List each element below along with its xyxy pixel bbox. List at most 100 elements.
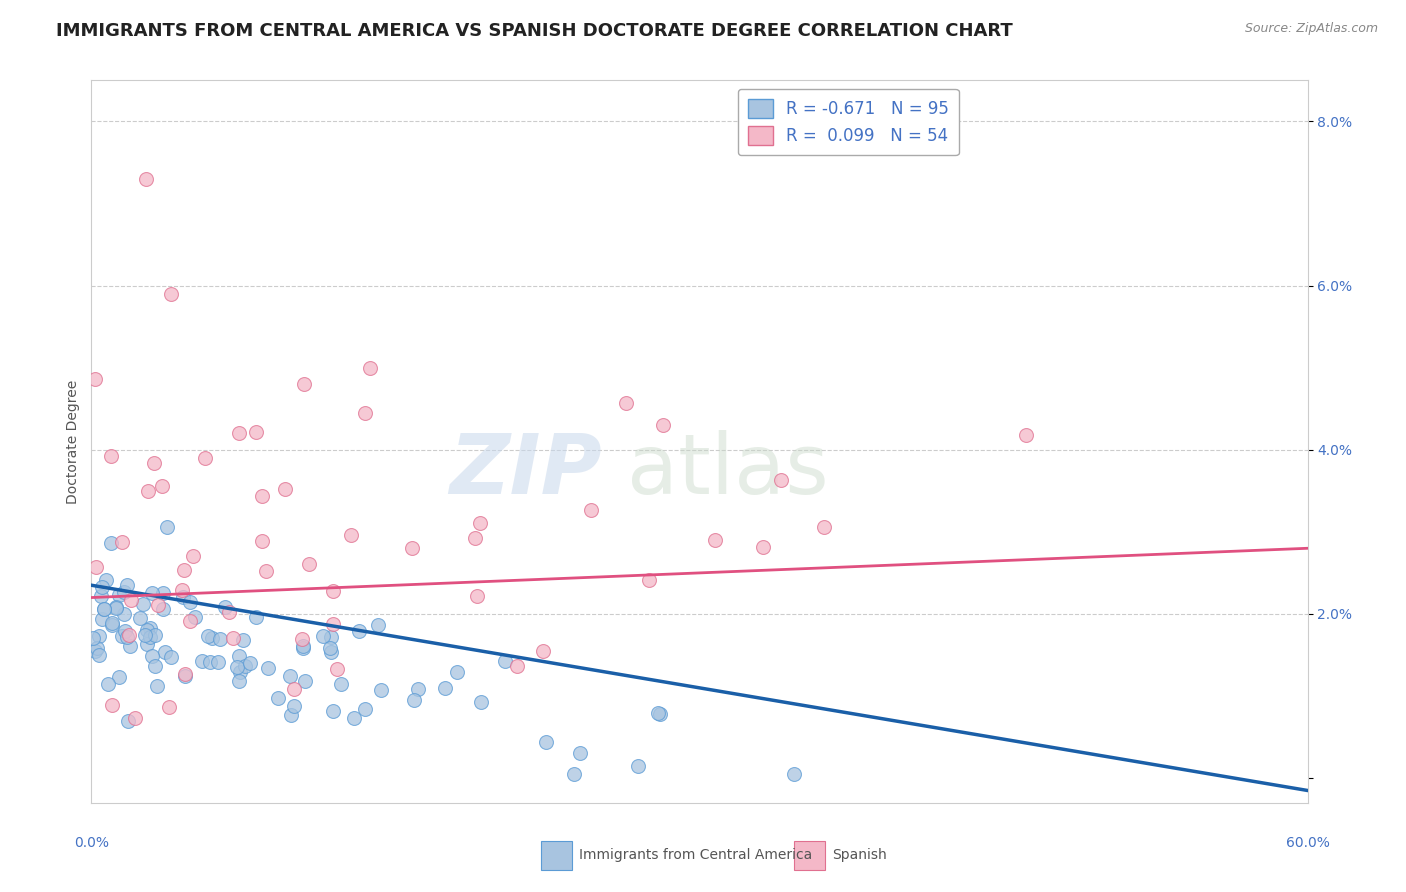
Point [531, 644, 554, 658]
Legend: R = -0.671   N = 95, R =  0.099   N = 54: R = -0.671 N = 95, R = 0.099 N = 54 [738, 88, 959, 155]
Text: Source: ZipAtlas.com: Source: ZipAtlas.com [1244, 22, 1378, 36]
Point [200, 656, 222, 670]
Point [111, 629, 134, 643]
Point [228, 649, 250, 664]
Point [322, 617, 344, 632]
Point [232, 632, 254, 647]
Point [160, 286, 183, 301]
Point [117, 714, 139, 728]
Point [256, 661, 278, 675]
Point [1015, 428, 1038, 442]
Point [174, 669, 197, 683]
Point [322, 705, 344, 719]
Point [354, 406, 377, 420]
Point [506, 659, 529, 673]
Point [172, 590, 194, 604]
Point [152, 602, 174, 616]
Point [752, 541, 775, 555]
Point [139, 630, 162, 644]
Point [401, 541, 423, 556]
Point [226, 660, 249, 674]
Point [568, 747, 591, 761]
Point [233, 658, 256, 673]
Point [101, 698, 124, 712]
Point [468, 516, 491, 530]
Point [207, 655, 229, 669]
Point [367, 617, 389, 632]
Point [340, 528, 363, 542]
Point [769, 473, 792, 487]
Point [87, 648, 110, 663]
Text: atlas: atlas [627, 430, 828, 511]
Point [83, 371, 105, 385]
Point [136, 623, 159, 637]
Point [434, 681, 457, 695]
Point [120, 592, 142, 607]
Point [136, 637, 159, 651]
Point [470, 696, 492, 710]
Point [83, 644, 105, 658]
Point [813, 520, 835, 534]
Point [184, 609, 207, 624]
Point [100, 536, 122, 550]
Point [214, 599, 236, 614]
Point [245, 609, 267, 624]
Point [87, 629, 110, 643]
Point [112, 585, 135, 599]
Point [292, 377, 315, 392]
Point [283, 698, 305, 713]
Point [267, 690, 290, 705]
Point [280, 707, 302, 722]
Point [93, 602, 115, 616]
Point [298, 557, 321, 571]
Point [170, 582, 193, 597]
Point [402, 693, 425, 707]
Point [141, 648, 163, 663]
Point [228, 426, 250, 441]
Point [312, 629, 335, 643]
Point [91, 612, 114, 626]
Point [157, 700, 180, 714]
Point [160, 649, 183, 664]
Point [329, 677, 352, 691]
Point [250, 489, 273, 503]
Point [406, 682, 429, 697]
Point [143, 627, 166, 641]
Point [239, 656, 262, 670]
Point [292, 640, 315, 654]
Text: Spanish: Spanish [832, 848, 887, 863]
Point [370, 682, 392, 697]
Point [115, 578, 138, 592]
Point [120, 640, 142, 654]
Point [627, 759, 650, 773]
Point [191, 654, 214, 668]
Point [322, 583, 344, 598]
Point [96, 574, 118, 588]
Point [254, 564, 277, 578]
Point [150, 478, 173, 492]
Point [228, 673, 250, 688]
Point [148, 598, 170, 612]
Point [783, 767, 806, 781]
Point [638, 573, 661, 587]
Point [704, 533, 727, 547]
Point [208, 632, 231, 646]
Point [222, 632, 245, 646]
Text: Immigrants from Central America: Immigrants from Central America [579, 848, 813, 863]
Point [155, 644, 177, 658]
Point [124, 711, 146, 725]
Text: ZIP: ZIP [450, 430, 602, 511]
Point [136, 483, 159, 498]
Point [359, 360, 381, 375]
Point [252, 534, 274, 549]
Point [354, 702, 377, 716]
Point [343, 711, 366, 725]
Point [464, 532, 486, 546]
Point [245, 425, 267, 439]
Point [118, 628, 141, 642]
Text: IMMIGRANTS FROM CENTRAL AMERICA VS SPANISH DOCTORATE DEGREE CORRELATION CHART: IMMIGRANTS FROM CENTRAL AMERICA VS SPANI… [56, 22, 1012, 40]
Point [179, 594, 201, 608]
Point [134, 628, 156, 642]
Point [229, 665, 252, 680]
Point [174, 667, 197, 681]
